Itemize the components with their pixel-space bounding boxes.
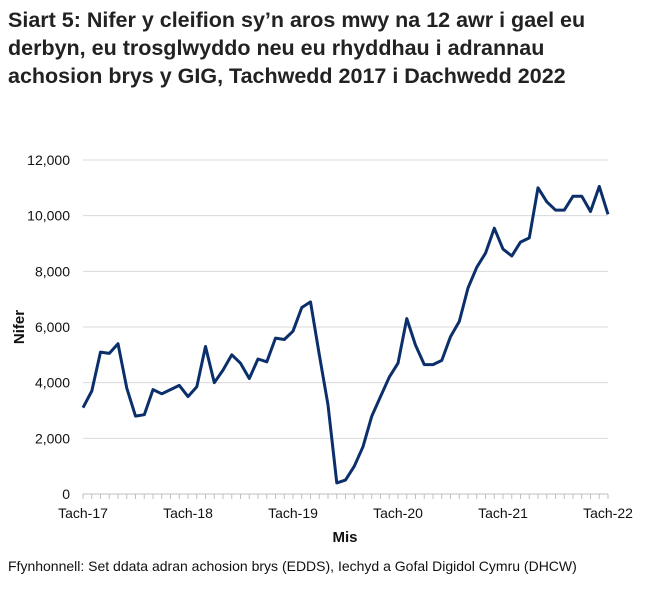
x-tick-label: Tach-17 (58, 505, 108, 521)
series-line (81, 184, 610, 485)
x-axis-label: Mis (332, 529, 357, 546)
y-tick-label: 0 (62, 486, 70, 502)
y-tick-label: 12,000 (27, 152, 70, 168)
source-note: Ffynhonnell: Set ddata adran achosion br… (8, 558, 577, 574)
chart-title: Siart 5: Nifer y cleifion sy’n aros mwy … (8, 8, 586, 88)
y-tick-labels: 0 2,000 4,000 6,000 8,000 10,000 12,000 (27, 152, 70, 502)
y-tick-label: 6,000 (35, 319, 70, 335)
x-tick-label: Tach-21 (478, 505, 528, 521)
x-tick-label: Tach-20 (373, 505, 423, 521)
y-axis-label: Nifer (11, 310, 28, 344)
x-tick-label: Tach-18 (163, 505, 213, 521)
x-tick-label: Tach-22 (583, 505, 633, 521)
y-tick-label: 8,000 (35, 263, 70, 279)
y-tick-label: 10,000 (27, 208, 70, 224)
y-tick-label: 2,000 (35, 430, 70, 446)
gridlines (83, 159, 608, 439)
y-tick-label: 4,000 (35, 375, 70, 391)
x-axis: Tach-17 Tach-18 Tach-19 Tach-20 Tach-21 Tach-… (58, 493, 633, 521)
x-tick-label: Tach-19 (268, 505, 318, 521)
